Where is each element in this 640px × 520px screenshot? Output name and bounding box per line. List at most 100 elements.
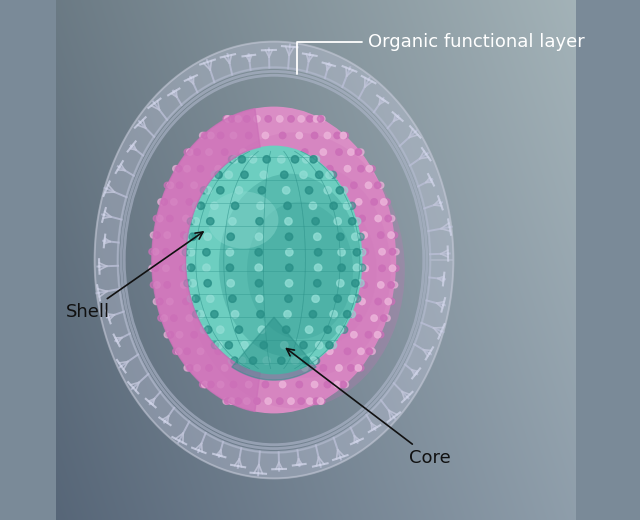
Circle shape — [282, 365, 287, 371]
Circle shape — [235, 116, 241, 122]
Circle shape — [259, 348, 266, 355]
Circle shape — [312, 218, 319, 225]
Circle shape — [229, 215, 236, 222]
Circle shape — [276, 116, 283, 122]
Circle shape — [340, 249, 346, 255]
Circle shape — [149, 249, 155, 255]
Circle shape — [285, 298, 291, 305]
Circle shape — [258, 182, 264, 188]
Circle shape — [161, 315, 167, 321]
Circle shape — [336, 326, 344, 333]
Ellipse shape — [255, 194, 377, 347]
Circle shape — [227, 280, 234, 287]
Circle shape — [204, 298, 211, 305]
Circle shape — [192, 218, 200, 225]
Circle shape — [378, 182, 384, 188]
Circle shape — [259, 165, 266, 172]
Circle shape — [298, 398, 305, 404]
Circle shape — [284, 310, 291, 318]
Circle shape — [218, 133, 224, 139]
Circle shape — [217, 187, 224, 194]
Circle shape — [231, 155, 238, 163]
Circle shape — [351, 182, 357, 188]
Text: Core: Core — [287, 348, 451, 466]
Circle shape — [184, 280, 191, 287]
Circle shape — [238, 155, 246, 163]
Circle shape — [369, 165, 375, 172]
Circle shape — [233, 182, 239, 188]
Circle shape — [258, 326, 266, 333]
Circle shape — [187, 295, 195, 302]
Circle shape — [378, 232, 384, 238]
Circle shape — [240, 149, 246, 155]
Circle shape — [225, 342, 232, 349]
Circle shape — [340, 133, 346, 139]
Circle shape — [233, 182, 239, 188]
Circle shape — [229, 215, 236, 222]
Circle shape — [338, 298, 344, 305]
Circle shape — [228, 295, 236, 302]
Circle shape — [260, 365, 267, 371]
Circle shape — [260, 149, 267, 155]
Circle shape — [280, 171, 288, 178]
Circle shape — [186, 315, 193, 321]
Circle shape — [218, 133, 224, 139]
Circle shape — [379, 249, 385, 255]
Circle shape — [348, 365, 354, 371]
Circle shape — [183, 298, 189, 305]
Circle shape — [183, 215, 189, 222]
Circle shape — [256, 295, 263, 302]
Circle shape — [211, 310, 218, 318]
Circle shape — [344, 165, 351, 172]
Circle shape — [314, 116, 319, 122]
Circle shape — [257, 298, 263, 305]
Circle shape — [204, 215, 211, 222]
Circle shape — [283, 165, 289, 172]
Circle shape — [285, 199, 291, 205]
Circle shape — [309, 202, 317, 210]
Circle shape — [225, 398, 230, 404]
Circle shape — [369, 348, 375, 355]
Circle shape — [202, 282, 209, 288]
Circle shape — [280, 342, 288, 349]
Circle shape — [244, 116, 250, 122]
Circle shape — [228, 249, 234, 255]
Circle shape — [197, 165, 204, 172]
Circle shape — [358, 149, 364, 155]
Circle shape — [204, 280, 211, 287]
Circle shape — [228, 232, 234, 238]
Circle shape — [314, 233, 321, 240]
Circle shape — [262, 133, 269, 139]
Circle shape — [211, 202, 218, 210]
Circle shape — [204, 233, 211, 240]
Circle shape — [314, 282, 320, 288]
Circle shape — [312, 381, 317, 387]
Circle shape — [340, 133, 346, 139]
Circle shape — [282, 187, 290, 194]
Circle shape — [157, 215, 163, 222]
Circle shape — [312, 215, 319, 222]
Circle shape — [256, 265, 262, 271]
Circle shape — [355, 365, 362, 371]
Circle shape — [285, 264, 293, 271]
Circle shape — [191, 182, 197, 188]
Circle shape — [180, 232, 187, 238]
Circle shape — [393, 265, 399, 271]
Circle shape — [182, 249, 189, 256]
Circle shape — [184, 165, 190, 172]
Circle shape — [208, 133, 214, 139]
Circle shape — [381, 315, 387, 321]
Circle shape — [303, 357, 310, 365]
Circle shape — [186, 315, 193, 321]
Circle shape — [236, 348, 243, 355]
Circle shape — [349, 218, 356, 225]
Circle shape — [339, 232, 346, 238]
Circle shape — [317, 398, 324, 404]
Circle shape — [285, 264, 293, 271]
Circle shape — [240, 365, 246, 371]
Ellipse shape — [208, 191, 278, 249]
Circle shape — [152, 249, 159, 255]
Circle shape — [324, 133, 330, 139]
Circle shape — [283, 165, 289, 172]
Circle shape — [379, 265, 385, 271]
